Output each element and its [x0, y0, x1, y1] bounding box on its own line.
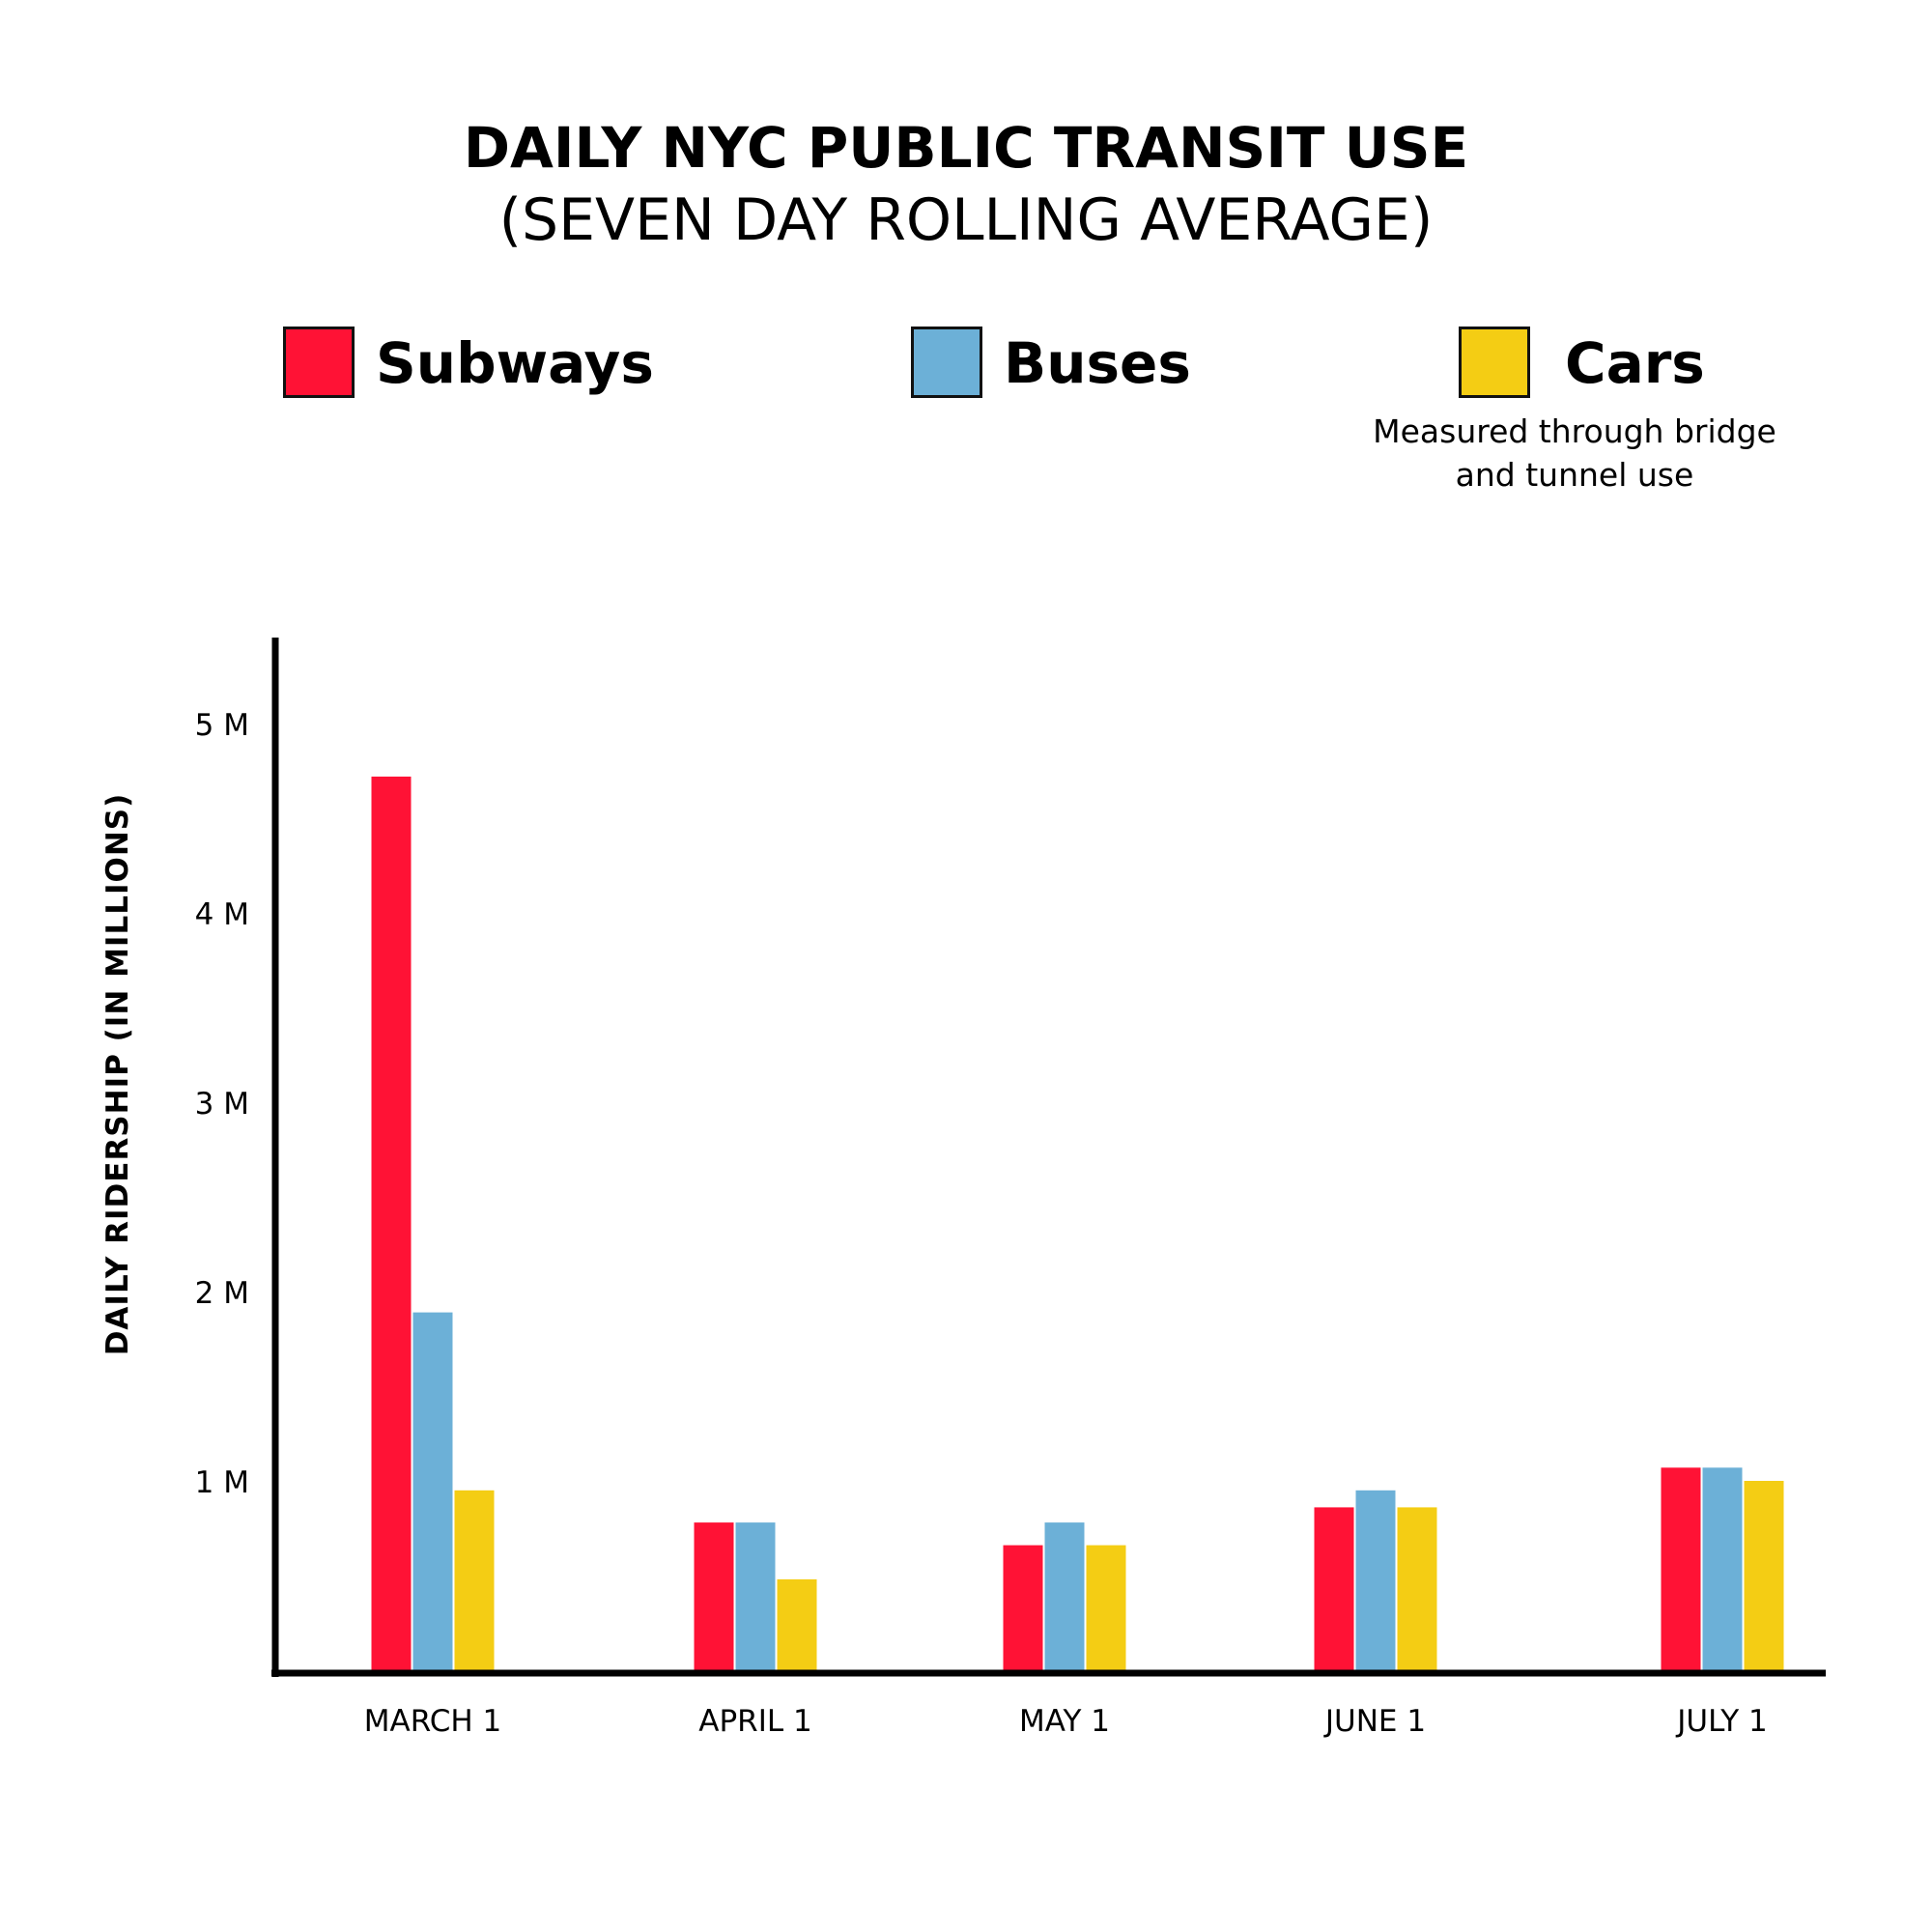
legend-note: Measured through bridge and tunnel use: [1373, 412, 1776, 494]
bar-subways-june-1: [1314, 1507, 1354, 1670]
x-tick-label: APRIL 1: [698, 1704, 811, 1739]
y-tick-label: 5 M: [195, 708, 249, 743]
bar-subways-july-1: [1661, 1467, 1701, 1670]
bar-subways-march-1: [371, 776, 412, 1670]
bar-cars-july-1: [1744, 1481, 1784, 1670]
x-tick-label: JULY 1: [1675, 1704, 1768, 1739]
chart-title: DAILY NYC PUBLIC TRANSIT USE: [463, 115, 1469, 181]
x-tick-label: JUNE 1: [1323, 1704, 1426, 1739]
x-ticks-group: MARCH 1 APRIL 1 MAY 1 JUNE 1 JULY 1: [364, 1704, 1768, 1739]
legend-label-cars: Cars: [1565, 330, 1705, 396]
bar-cars-april-1: [777, 1578, 817, 1670]
bar-buses-april-1: [735, 1522, 776, 1670]
bar-cars-june-1: [1397, 1507, 1437, 1670]
bar-cars-may-1: [1086, 1545, 1126, 1670]
y-tick-label: 3 M: [195, 1087, 249, 1122]
legend-swatch-cars: [1459, 327, 1530, 398]
bar-buses-july-1: [1702, 1467, 1743, 1670]
bar-subways-april-1: [694, 1522, 734, 1670]
bar-cars-march-1: [454, 1490, 495, 1670]
y-tick-label: 2 M: [195, 1276, 249, 1311]
bars-group: [371, 776, 1784, 1670]
legend-label-buses: Buses: [1004, 330, 1191, 396]
y-ticks-group: 1 M 2 M 3 M 4 M 5 M: [195, 708, 249, 1500]
chart-subtitle: (SEVEN DAY ROLLING AVERAGE): [498, 186, 1434, 254]
bar-buses-may-1: [1044, 1522, 1085, 1670]
x-tick-label: MARCH 1: [364, 1704, 501, 1739]
bar-buses-june-1: [1355, 1490, 1396, 1670]
bar-subways-may-1: [1003, 1545, 1043, 1670]
bar-buses-march-1: [412, 1312, 453, 1670]
y-tick-label: 1 M: [195, 1465, 249, 1500]
x-tick-label: MAY 1: [1019, 1704, 1110, 1739]
legend-label-subways: Subways: [376, 330, 654, 396]
legend-swatch-subways: [283, 327, 355, 398]
y-tick-label: 4 M: [195, 897, 249, 932]
legend-swatch-buses: [911, 327, 982, 398]
